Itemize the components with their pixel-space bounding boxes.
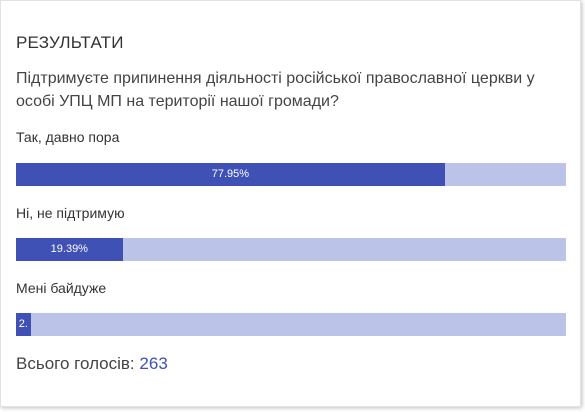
result-bar-indifferent: 2. (16, 313, 566, 336)
option-label-no: Ні, не підтримую (16, 205, 125, 221)
result-bar-yes: 77.95% (16, 163, 566, 186)
result-bar-fill-no: 19.39% (16, 238, 123, 261)
poll-question: Підтримуєте припинення діяльності російс… (16, 70, 535, 110)
option-label-indifferent: Мені байдуже (16, 280, 107, 296)
total-votes-label: Всього голосів: (16, 354, 135, 373)
result-bar-fill-yes: 77.95% (16, 163, 445, 186)
total-votes: Всього голосів: 263 (16, 354, 168, 374)
result-bar-no: 19.39% (16, 238, 566, 261)
total-votes-count: 263 (139, 354, 168, 373)
result-bar-fill-indifferent: 2. (16, 313, 31, 336)
option-label-yes: Так, давно пора (16, 129, 120, 145)
results-heading: РЕЗУЛЬТАТИ (16, 33, 124, 52)
